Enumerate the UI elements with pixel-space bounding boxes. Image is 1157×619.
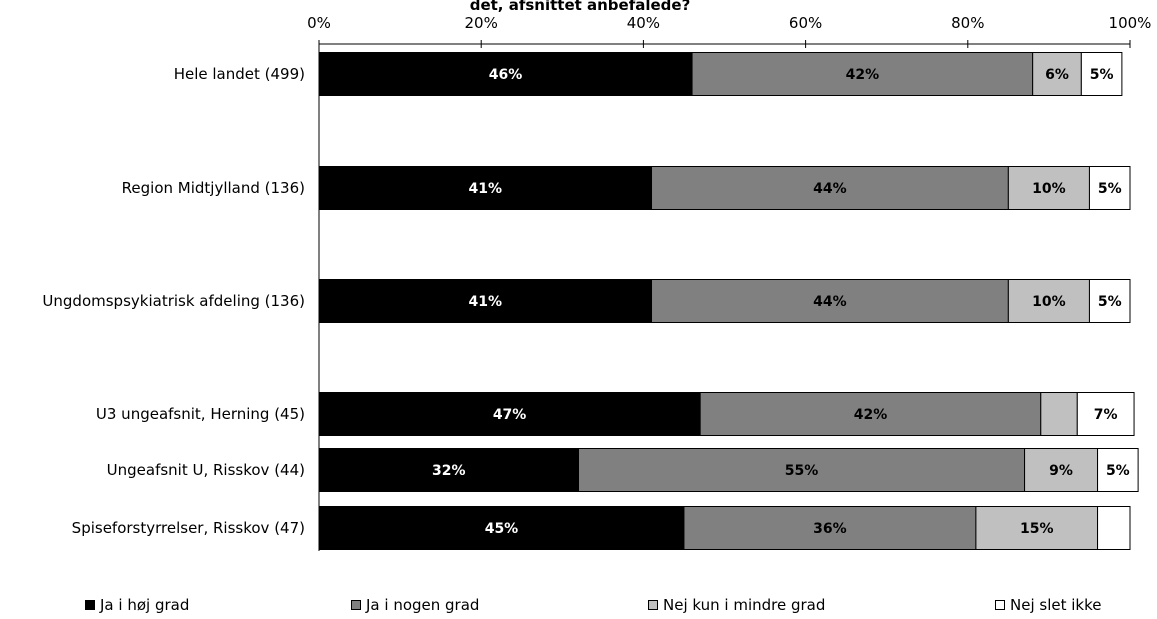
data-label: 36% [813, 521, 847, 537]
data-label: 5% [1090, 67, 1114, 83]
data-label: 41% [468, 181, 502, 197]
data-label: 41% [468, 294, 502, 310]
legend-swatch [85, 600, 95, 610]
data-label: 5% [1098, 181, 1122, 197]
chart-title: det, afsnittet anbefalede? [470, 0, 691, 14]
data-label: 6% [1045, 67, 1069, 83]
data-label: 42% [854, 407, 888, 423]
data-label: 5% [1098, 294, 1122, 310]
category-label: Region Midtjylland (136) [122, 179, 305, 197]
bar-segment [1088, 279, 1131, 323]
bar-segment [651, 279, 1009, 323]
category-label: Spiseforstyrrelser, Risskov (47) [72, 519, 305, 537]
data-label: 47% [493, 407, 527, 423]
data-label: 55% [785, 463, 819, 479]
legend-label: Ja i nogen grad [366, 596, 480, 614]
category-label: Ungeafsnit U, Risskov (44) [107, 461, 305, 479]
x-tick-label: 20% [465, 14, 498, 32]
bar-segment [1076, 392, 1135, 436]
category-label: U3 ungeafsnit, Herning (45) [96, 405, 305, 423]
data-label: 46% [489, 67, 523, 83]
legend-swatch [995, 600, 1005, 610]
bar-segment [1024, 448, 1099, 492]
data-label: 7% [1094, 407, 1118, 423]
bar-segment [1080, 52, 1123, 96]
legend-label: Ja i høj grad [100, 596, 190, 614]
x-tick-label: 100% [1109, 14, 1152, 32]
bar-segment [318, 506, 685, 550]
legend-label: Nej slet ikke [1010, 596, 1102, 614]
x-tick-label: 80% [951, 14, 984, 32]
bar-segment [578, 448, 1026, 492]
bars [318, 52, 1139, 550]
bar-segment [318, 392, 701, 436]
data-label: 44% [813, 181, 847, 197]
legend-swatch [351, 600, 361, 610]
bar-segment [1097, 506, 1131, 550]
category-label: Ungdomspsykiatrisk afdeling (136) [42, 292, 305, 310]
data-label: 15% [1020, 521, 1054, 537]
legend-swatch [648, 600, 658, 610]
data-label: 10% [1032, 181, 1066, 197]
category-labels: Hele landet (499) Region Midtjylland (136… [42, 65, 305, 537]
data-label: 10% [1032, 294, 1066, 310]
bar-segment [975, 506, 1099, 550]
bar-segment [1097, 448, 1139, 492]
legend-item: Ja i nogen grad [351, 596, 479, 614]
bar-segment [699, 392, 1042, 436]
legend-item: Ja i høj grad [85, 596, 189, 614]
data-label: 42% [846, 67, 880, 83]
bar-segment [651, 166, 1009, 210]
legend-item: Nej kun i mindre grad [648, 596, 825, 614]
bar-segment [318, 52, 693, 96]
bar-segment [1040, 392, 1078, 436]
data-label: 44% [813, 294, 847, 310]
data-label: 45% [485, 521, 519, 537]
stacked-bar-chart: det, afsnittet anbefalede? 0% 20% 40% 60% 80… [42, 0, 1152, 551]
legend-label: Nej kun i mindre grad [663, 596, 826, 614]
category-label: Hele landet (499) [174, 65, 305, 83]
data-label: 32% [432, 463, 466, 479]
x-tick-label: 0% [307, 14, 331, 32]
bar-segment [1088, 166, 1131, 210]
data-label: 9% [1049, 463, 1073, 479]
bar-segment [683, 506, 977, 550]
legend: Ja i høj grad Ja i nogen grad Nej kun i mi… [0, 596, 1157, 618]
x-tick-label: 40% [627, 14, 660, 32]
data-labels: 46% 42% 6% 5% 41% 44% 10% 5% 41% 44% 10% 5% 47% 42% 7%… [432, 67, 1130, 537]
legend-item: Nej slet ikke [995, 596, 1101, 614]
data-label: 5% [1106, 463, 1130, 479]
x-tick-label: 60% [789, 14, 822, 32]
bar-segment [318, 448, 580, 492]
bar-segment [691, 52, 1034, 96]
